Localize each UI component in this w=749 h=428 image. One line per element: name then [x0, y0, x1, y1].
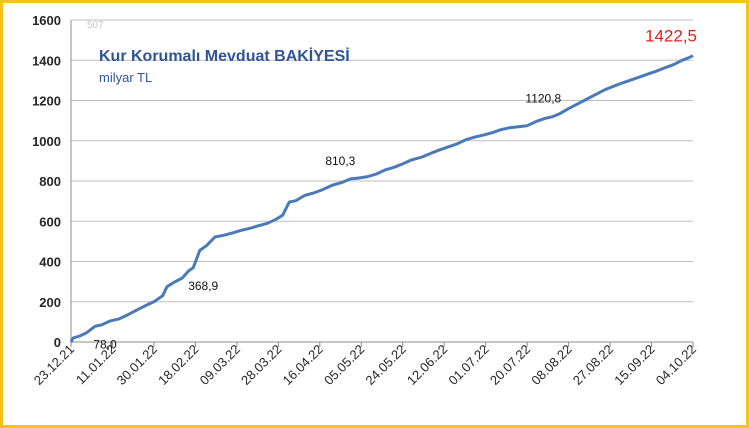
- x-tick-label: 30.01.22: [114, 342, 160, 388]
- y-tick-label: 800: [39, 174, 61, 189]
- y-tick-label: 1600: [32, 13, 61, 28]
- x-tick-label: 09.03.22: [197, 342, 243, 388]
- y-tick-label: 0: [54, 335, 61, 350]
- data-label: 1120,8: [525, 91, 561, 105]
- line-chart: 0 200 400 600 800 1000 1200 1400 1600 23.12.2111…: [31, 13, 699, 388]
- y-tick-label: 1000: [32, 134, 61, 149]
- x-tick-label: 24.05.22: [362, 342, 408, 388]
- gridlines: [71, 19, 693, 343]
- x-tick-label: 05.05.22: [321, 342, 367, 388]
- chart-subtitle: milyar TL: [99, 70, 152, 85]
- x-tick-label: 16.04.22: [280, 342, 326, 388]
- series-group: [69, 54, 694, 343]
- faint-label: 507: [87, 20, 104, 31]
- data-labels: 78,0 368,9 810,3 1120,8 1422,5: [93, 27, 697, 352]
- x-tick-label: 12.06.22: [404, 342, 450, 388]
- y-tick-label: 200: [39, 295, 61, 310]
- x-tick-label: 15.09.22: [611, 342, 657, 388]
- x-tick-label: 28.03.22: [238, 342, 284, 388]
- y-tick-label: 1400: [32, 53, 61, 68]
- x-tick-label: 01.07.22: [445, 342, 491, 388]
- y-tick-label: 400: [39, 255, 61, 270]
- series-line: [69, 54, 694, 343]
- data-label: 78,0: [93, 337, 117, 351]
- y-axis: 0 200 400 600 800 1000 1200 1400 1600: [32, 13, 72, 350]
- x-tick-label: 18.02.22: [155, 342, 201, 388]
- x-axis: 23.12.2111.01.2230.01.2218.02.2209.03.22…: [31, 342, 699, 388]
- y-tick-label: 1200: [32, 94, 61, 109]
- x-tick-label: 27.08.22: [570, 342, 616, 388]
- data-label: 810,3: [325, 154, 355, 168]
- y-tick-label: 600: [39, 214, 61, 229]
- x-tick-label: 20.07.22: [487, 342, 533, 388]
- data-label: 1422,5: [645, 27, 697, 46]
- chart-title: Kur Korumalı Mevduat BAKİYESİ: [99, 47, 350, 65]
- data-label: 368,9: [188, 279, 218, 293]
- x-tick-label: 08.08.22: [528, 342, 574, 388]
- x-tick-label: 04.10.22: [653, 342, 699, 388]
